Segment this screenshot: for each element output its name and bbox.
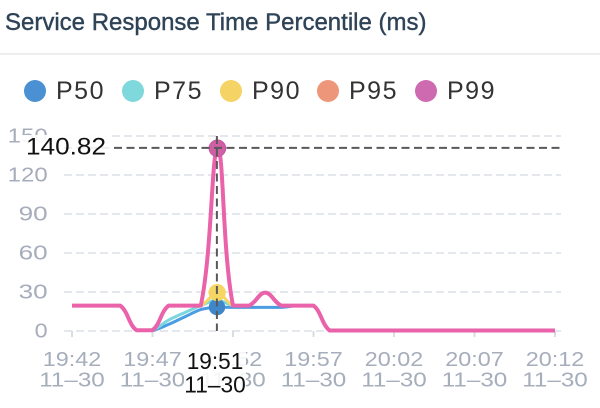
- svg-text:11–30: 11–30: [522, 370, 588, 392]
- svg-text:120: 120: [8, 165, 48, 187]
- svg-text:11–30: 11–30: [442, 370, 508, 392]
- svg-text:11–30: 11–30: [39, 370, 105, 392]
- svg-text:19:57: 19:57: [284, 349, 343, 371]
- svg-text:11–30: 11–30: [361, 370, 427, 392]
- svg-text:11–30: 11–30: [184, 372, 246, 398]
- svg-text:11–30: 11–30: [281, 370, 347, 392]
- svg-text:90: 90: [19, 204, 48, 226]
- svg-text:60: 60: [19, 243, 48, 265]
- svg-text:0: 0: [35, 321, 48, 343]
- svg-text:19:51: 19:51: [187, 348, 244, 374]
- svg-text:30: 30: [19, 282, 48, 304]
- svg-text:19:42: 19:42: [43, 349, 102, 371]
- svg-text:20:12: 20:12: [526, 349, 585, 371]
- svg-text:20:07: 20:07: [445, 349, 504, 371]
- svg-text:19:47: 19:47: [123, 349, 182, 371]
- svg-text:20:02: 20:02: [365, 349, 424, 371]
- svg-text:11–30: 11–30: [120, 370, 186, 392]
- svg-text:140.82: 140.82: [26, 134, 106, 161]
